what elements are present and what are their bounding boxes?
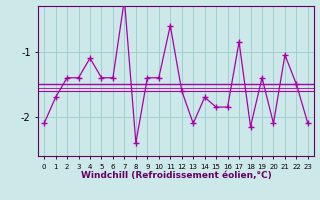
X-axis label: Windchill (Refroidissement éolien,°C): Windchill (Refroidissement éolien,°C) — [81, 171, 271, 180]
